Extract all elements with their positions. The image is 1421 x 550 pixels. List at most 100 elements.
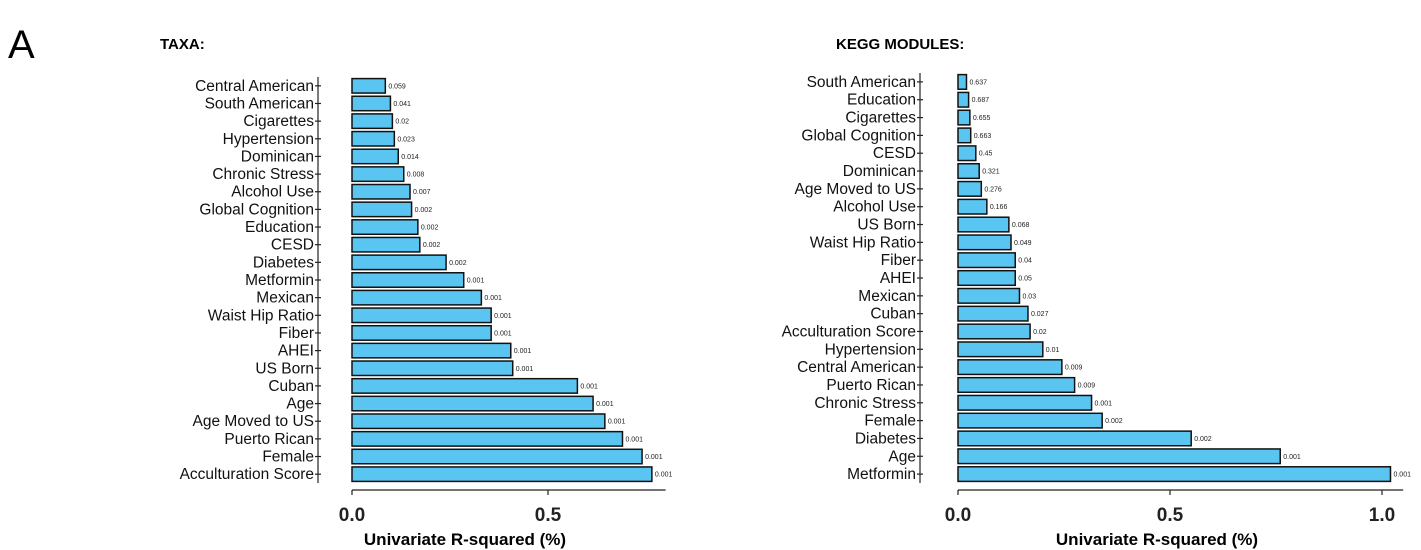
bar	[351, 377, 579, 394]
category-label: Central American	[797, 359, 916, 376]
kegg-modules-bar-chart: KEGG MODULES: Univariate R-squared (%) S…	[782, 36, 1412, 549]
category-label: Cuban	[268, 378, 314, 395]
bar	[351, 113, 394, 130]
category-label: Cigarettes	[243, 113, 314, 130]
category-label: South American	[205, 95, 314, 112]
bar	[957, 180, 983, 197]
category-label: CESD	[873, 145, 916, 162]
category-label: Age	[286, 396, 314, 413]
value-label: 0.001	[514, 348, 532, 355]
category-label: AHEI	[278, 343, 314, 360]
value-label: 0.04	[1018, 258, 1032, 265]
value-label: 0.049	[1014, 240, 1032, 247]
category-label: CESD	[271, 237, 314, 254]
bar	[351, 201, 413, 218]
category-label: Age Moved to US	[193, 413, 314, 430]
bar	[957, 252, 1016, 269]
panel-label: A	[8, 23, 35, 67]
plot-area: Central American 0.059 South American 0.041…	[180, 77, 673, 526]
value-label: 0.02	[395, 119, 409, 126]
value-label: 0.01	[1046, 347, 1060, 354]
category-label: Diabetes	[855, 430, 916, 447]
value-label: 0.009	[1065, 365, 1083, 372]
chart-title: TAXA:	[160, 36, 205, 53]
category-label: Cigarettes	[845, 110, 916, 127]
value-label: 0.05	[1018, 276, 1032, 283]
category-label: Education	[847, 92, 916, 109]
bar	[351, 342, 512, 359]
value-label: 0.059	[388, 83, 406, 90]
category-label: Puerto Rican	[826, 377, 916, 394]
bar	[351, 254, 447, 271]
category-label: Age Moved to US	[795, 181, 916, 198]
value-label: 0.001	[484, 295, 502, 302]
bar	[351, 219, 419, 236]
value-label: 0.663	[974, 133, 992, 140]
bar	[351, 95, 392, 112]
value-label: 0.001	[580, 383, 598, 390]
value-label: 0.007	[413, 189, 431, 196]
bar	[351, 307, 492, 324]
category-label: Metformin	[245, 272, 314, 289]
value-label: 0.009	[1078, 382, 1096, 389]
bar	[351, 148, 400, 165]
bar	[957, 216, 1010, 233]
value-label: 0.45	[979, 151, 993, 158]
bar	[957, 145, 977, 162]
category-label: Mexican	[858, 288, 916, 305]
category-label: Age	[888, 448, 916, 465]
bar	[351, 289, 483, 306]
category-label: Hypertension	[825, 341, 916, 358]
value-label: 0.321	[982, 169, 1000, 176]
plot-area: South American 0.637 Education 0.687 Cigaret…	[782, 73, 1411, 526]
category-label: Dominican	[241, 148, 314, 165]
category-label: Chronic Stress	[814, 395, 916, 412]
bar	[351, 430, 624, 447]
bar	[351, 448, 643, 465]
category-label: Alcohol Use	[231, 184, 314, 201]
value-label: 0.002	[1105, 418, 1123, 425]
value-label: 0.02	[1033, 329, 1047, 336]
category-label: Central American	[195, 78, 314, 95]
bar	[957, 198, 988, 215]
category-label: Global Cognition	[199, 201, 314, 218]
value-label: 0.687	[972, 97, 990, 104]
category-label: Hypertension	[223, 131, 314, 148]
x-axis-title: Univariate R-squared (%)	[364, 530, 566, 549]
value-label: 0.014	[401, 154, 419, 161]
value-label: 0.166	[990, 204, 1008, 211]
value-label: 0.001	[655, 472, 673, 479]
bar	[957, 162, 980, 180]
bar	[351, 272, 465, 288]
bar	[957, 109, 971, 126]
bar	[957, 359, 1063, 376]
value-label: 0.03	[1022, 293, 1036, 300]
category-label: Acculturation Score	[180, 466, 314, 483]
value-label: 0.068	[1012, 222, 1030, 229]
value-label: 0.027	[1031, 311, 1049, 318]
bar	[351, 324, 492, 341]
value-label: 0.001	[467, 278, 485, 285]
value-label: 0.002	[415, 207, 433, 214]
bar	[351, 466, 653, 483]
category-label: Chronic Stress	[212, 166, 314, 183]
value-label: 0.001	[645, 454, 663, 461]
value-label: 0.001	[1095, 400, 1113, 407]
category-label: Fiber	[881, 252, 916, 269]
category-label: South American	[807, 74, 916, 91]
bar	[351, 166, 405, 183]
category-label: Education	[245, 219, 314, 236]
bar	[351, 130, 396, 147]
category-label: Alcohol Use	[833, 199, 916, 216]
value-label: 0.002	[421, 225, 439, 232]
category-label: Cuban	[870, 306, 916, 323]
bar	[957, 341, 1044, 358]
value-label: 0.276	[984, 186, 1002, 193]
category-label: Mexican	[256, 290, 314, 307]
value-label: 0.655	[973, 115, 991, 122]
value-label: 0.637	[969, 79, 987, 86]
category-label: Metformin	[847, 466, 916, 483]
bar	[351, 77, 387, 94]
bar	[957, 466, 1392, 483]
